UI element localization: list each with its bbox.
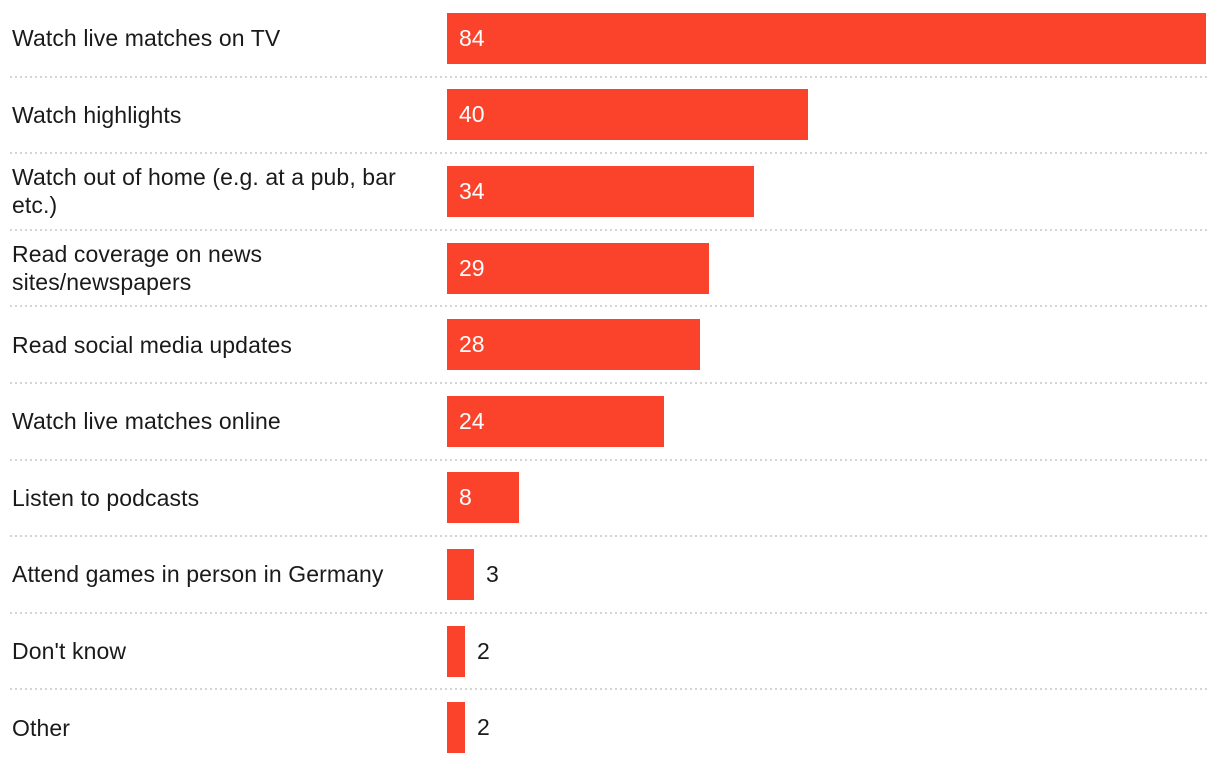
chart-row: Read coverage on news sites/newspapers 2… <box>0 230 1220 307</box>
value-label-inside: 24 <box>459 407 485 434</box>
category-label: Attend games in person in Germany <box>12 561 384 588</box>
value-label-inside: 34 <box>459 177 485 204</box>
category-label: Watch highlights <box>12 101 182 128</box>
bar-area: 3 <box>447 536 1220 613</box>
value-label-inside: 40 <box>459 101 485 128</box>
chart-row: Other 2 <box>0 689 1220 766</box>
bar <box>447 548 474 600</box>
value-label-inside: 28 <box>459 331 485 358</box>
bar: 28 <box>447 319 700 371</box>
chart-row: Watch live matches online 24 <box>0 383 1220 461</box>
category-label: Watch out of home (e.g. at a pub, bar et… <box>12 164 396 219</box>
value-label-outside: 2 <box>477 714 490 741</box>
bar-area: 40 <box>447 77 1220 154</box>
bar: 8 <box>447 472 519 524</box>
category-label: Don't know <box>12 638 127 665</box>
chart-row: Attend games in person in Germany 3 <box>0 536 1220 614</box>
bar: 34 <box>447 165 754 217</box>
bar: 29 <box>447 242 709 294</box>
bar-area: 2 <box>447 689 1220 766</box>
bar: 84 <box>447 12 1206 64</box>
category-label: Watch live matches on TV <box>12 25 281 52</box>
chart-row: Watch highlights 40 <box>0 77 1220 154</box>
bar <box>447 702 465 754</box>
value-label-inside: 29 <box>459 254 485 281</box>
bar-area: 34 <box>447 153 1220 230</box>
category-label: Read coverage on news sites/newspapers <box>12 241 263 296</box>
bar <box>447 625 465 677</box>
value-label-outside: 2 <box>477 637 490 664</box>
bar-area: 2 <box>447 613 1220 690</box>
chart-row: Don't know 2 <box>0 613 1220 690</box>
bar-area: 24 <box>447 383 1220 460</box>
category-label: Read social media updates <box>12 331 292 358</box>
category-label: Watch live matches online <box>12 408 281 435</box>
bar: 40 <box>447 89 808 141</box>
category-label: Listen to podcasts <box>12 484 200 511</box>
bar-area: 29 <box>447 230 1220 307</box>
bar-area: 28 <box>447 306 1220 383</box>
chart-row: Read social media updates 28 <box>0 306 1220 384</box>
bar: 24 <box>447 395 664 447</box>
category-label: Other <box>12 714 71 741</box>
value-label-inside: 84 <box>459 24 485 51</box>
chart-row: Watch live matches on TV 84 <box>0 0 1220 78</box>
value-label-inside: 8 <box>459 484 472 511</box>
bar-area: 8 <box>447 460 1220 537</box>
chart-row: Listen to podcasts 8 <box>0 460 1220 537</box>
chart-row: Watch out of home (e.g. at a pub, bar et… <box>0 153 1220 231</box>
value-label-outside: 3 <box>486 560 499 587</box>
bar-area: 84 <box>447 0 1220 77</box>
